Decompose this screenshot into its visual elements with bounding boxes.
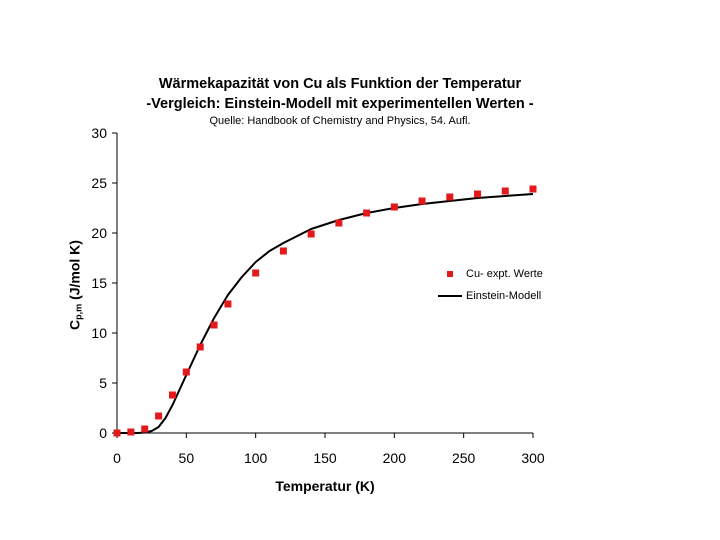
x-axis-title: Temperatur (K)	[275, 478, 375, 494]
einstein-model-line	[117, 193, 534, 434]
x-tick-label: 200	[383, 450, 407, 466]
chart-subtitle: -Vergleich: Einstein-Modell mit experime…	[146, 96, 534, 112]
data-point-experimental	[418, 197, 426, 205]
x-tick-label: 300	[521, 450, 545, 466]
y-tick-label: 30	[91, 125, 107, 141]
legend: Cu- expt. Werte Einstein-Modell	[438, 263, 543, 307]
data-point-experimental	[182, 368, 190, 376]
x-tick-label: 150	[313, 450, 337, 466]
y-axis-title: Cp,m (J/mol K)	[67, 240, 84, 330]
y-axis-title-subscript: p,m	[73, 303, 84, 320]
y-tick-label: 10	[91, 325, 107, 341]
x-tick-label: 0	[113, 450, 121, 466]
legend-marker-line	[438, 295, 462, 297]
chart-source: Quelle: Handbook of Chemistry and Physic…	[209, 115, 471, 127]
legend-label-experimental: Cu- expt. Werte	[466, 268, 543, 280]
y-tick-label: 5	[99, 375, 107, 391]
data-point-experimental	[113, 429, 121, 437]
legend-label-model: Einstein-Modell	[466, 290, 542, 302]
data-point-experimental	[474, 190, 482, 198]
y-tick-label: 20	[91, 225, 107, 241]
data-point-experimental	[127, 428, 135, 436]
x-tick-label: 100	[244, 450, 268, 466]
y-axis-title-main: C	[66, 319, 83, 330]
data-point-experimental	[501, 187, 509, 195]
data-point-experimental	[335, 219, 343, 227]
data-point-experimental	[224, 300, 232, 308]
data-point-experimental	[196, 343, 204, 351]
data-point-experimental	[307, 230, 315, 238]
chart-title: Wärmekapazität von Cu als Funktion der T…	[158, 76, 522, 92]
y-tick-label: 15	[91, 275, 107, 291]
y-axis-title-unit: (J/mol K)	[66, 240, 83, 304]
data-point-experimental	[363, 209, 371, 217]
data-point-experimental	[529, 185, 537, 193]
data-point-experimental	[279, 247, 287, 255]
data-point-experimental	[155, 412, 163, 420]
data-point-experimental	[252, 269, 260, 277]
y-tick-label: 0	[99, 425, 107, 441]
data-point-experimental	[446, 193, 454, 201]
legend-marker-square	[438, 271, 462, 277]
y-tick-label: 25	[91, 175, 107, 191]
chart-title-block: Wärmekapazität von Cu als Funktion der T…	[60, 74, 620, 128]
data-point-experimental	[141, 425, 149, 433]
data-point-experimental	[390, 203, 398, 211]
x-tick-label: 250	[452, 450, 476, 466]
legend-item-experimental: Cu- expt. Werte	[438, 263, 543, 285]
data-point-experimental	[210, 321, 218, 329]
legend-item-model: Einstein-Modell	[438, 285, 543, 307]
x-tick-label: 50	[179, 450, 195, 466]
data-point-experimental	[168, 391, 176, 399]
